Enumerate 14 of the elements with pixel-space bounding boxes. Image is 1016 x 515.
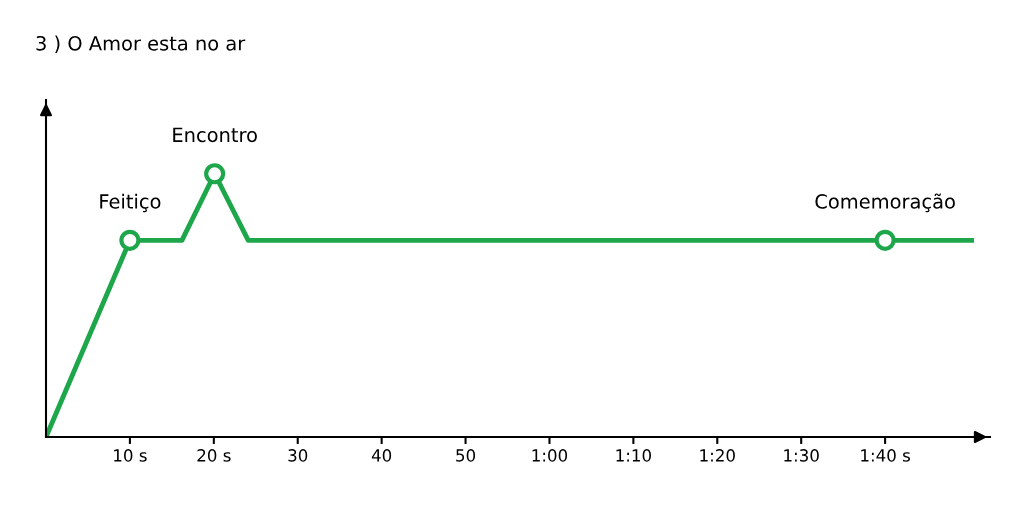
chart-title: 3 ) O Amor esta no ar [36, 35, 246, 53]
x-tick-label: 50 [456, 449, 476, 462]
x-tick-label: 20 s [197, 449, 231, 462]
x-tick-label: 1:20 [700, 449, 735, 462]
x-tick-label: 10 s [114, 449, 147, 462]
x-tick-label: 30 [288, 449, 308, 462]
x-tick-label: 1:00 [532, 449, 568, 462]
x-tick-label: 1:30 [784, 449, 819, 462]
annotation: Encontro [173, 127, 257, 143]
annotation: Comemoração [815, 193, 955, 213]
x-tick-label: 1:40 s [861, 449, 910, 462]
annotation: Feitiço [100, 193, 161, 213]
x-tick-label: 1:10 [616, 449, 651, 462]
x-tick-label: 40 [371, 449, 392, 462]
